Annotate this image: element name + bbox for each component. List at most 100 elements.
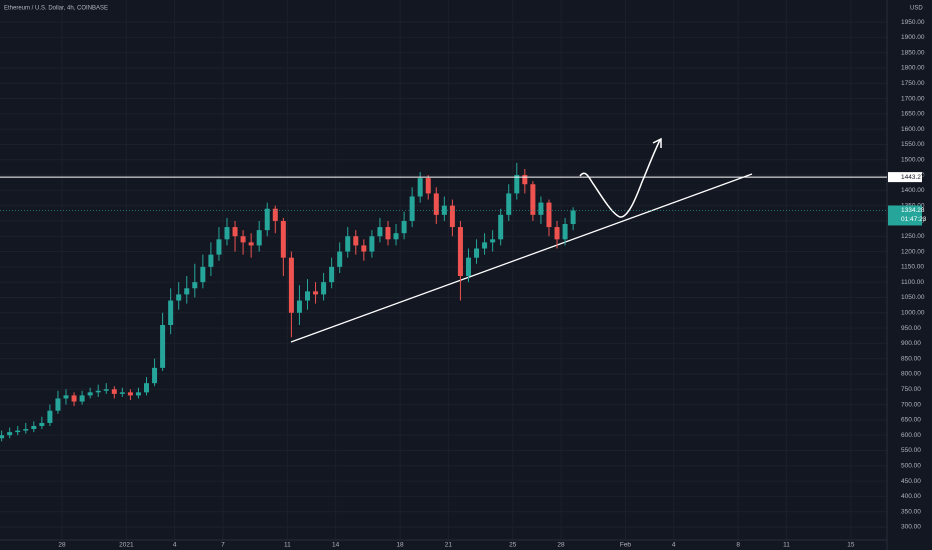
candle-body	[7, 432, 13, 436]
candle-body	[280, 220, 286, 258]
y-tick-label: 850.00	[901, 355, 921, 362]
countdown: 01:47:23	[901, 216, 927, 223]
candle-body	[546, 202, 552, 228]
candle-body	[272, 208, 278, 221]
candle-body	[498, 214, 504, 240]
y-tick-label: 350.00	[901, 508, 921, 515]
candle-body	[296, 300, 302, 313]
last-price-box	[888, 205, 922, 226]
candle-body	[369, 236, 375, 252]
candle-body	[409, 196, 415, 221]
candle-body	[457, 227, 463, 277]
candle-body	[482, 242, 488, 249]
x-tick-label: 21	[445, 542, 453, 549]
candle-body	[47, 410, 53, 423]
y-tick-label: 1500.00	[901, 156, 925, 163]
y-tick-label: 700.00	[901, 401, 921, 408]
candle-body	[313, 291, 319, 295]
y-tick-label: 1600.00	[901, 126, 925, 133]
candle-body	[256, 230, 262, 246]
x-tick-label: 28	[58, 542, 66, 549]
candle-body	[538, 202, 544, 215]
candle-body	[385, 227, 391, 240]
x-tick-label: 25	[509, 542, 517, 549]
candle-body	[248, 242, 254, 246]
candle-body	[200, 266, 206, 283]
candle-body	[119, 392, 125, 394]
y-tick-label: 400.00	[901, 493, 921, 500]
y-tick-label: 300.00	[901, 524, 921, 531]
candle-body	[417, 178, 423, 197]
candle-body	[208, 254, 214, 267]
x-tick-label: 15	[847, 542, 855, 549]
candle-body	[103, 389, 109, 391]
candle-body	[570, 210, 576, 225]
candle-body	[168, 300, 174, 326]
y-tick-label: 900.00	[901, 340, 921, 347]
candle-body	[160, 325, 166, 368]
candle-body	[288, 257, 294, 313]
y-tick-label: 1750.00	[901, 80, 925, 87]
candle-body	[240, 236, 246, 243]
projection-arrow	[652, 137, 662, 148]
y-tick-label: 1000.00	[901, 309, 925, 316]
y-tick-label: 550.00	[901, 447, 921, 454]
y-tick-label: 950.00	[901, 325, 921, 332]
candle-body	[345, 236, 351, 252]
candle-body	[144, 383, 150, 393]
candle-body	[184, 288, 190, 295]
candle-body	[562, 224, 568, 240]
y-tick-label: 800.00	[901, 371, 921, 378]
candle-body	[514, 175, 520, 194]
candle-body	[111, 389, 117, 394]
candle-body	[63, 395, 69, 399]
x-tick-label: 4	[672, 542, 676, 549]
x-tick-label: Feb	[620, 542, 632, 549]
x-tick-label: 28	[557, 542, 565, 549]
candle-body	[474, 248, 480, 258]
candle-body	[465, 257, 471, 277]
x-tick-label: 11	[783, 542, 790, 549]
y-tick-label: 650.00	[901, 417, 921, 424]
y-tick-label: 1050.00	[901, 294, 925, 301]
y-tick-label: 1950.00	[901, 19, 925, 26]
candle-body	[393, 233, 399, 240]
candle-body	[401, 220, 407, 234]
candle-body	[304, 291, 310, 301]
currency: USD	[910, 6, 923, 12]
x-tick-label: 2021	[119, 542, 134, 549]
candle-body	[224, 227, 230, 240]
candle-body	[87, 392, 93, 396]
y-tick-label: 1850.00	[901, 49, 925, 56]
candle-body	[337, 251, 343, 267]
candle-body	[554, 227, 560, 240]
candle-body	[15, 430, 21, 433]
candle-body	[377, 227, 383, 237]
candle-body	[361, 245, 367, 252]
y-tick-label: 1650.00	[901, 111, 925, 118]
candle-body	[71, 395, 77, 402]
y-tick-label: 450.00	[901, 478, 921, 485]
y-tick-label: 1700.00	[901, 95, 925, 102]
chart-title: Ethereum / U.S. Dollar, 4h, COINBASE	[4, 6, 108, 12]
candle-body	[490, 239, 496, 243]
candle-body	[135, 392, 141, 396]
candle-body	[31, 426, 37, 430]
candle-body	[152, 367, 158, 384]
last-price-label: 1334.28	[901, 207, 925, 214]
x-tick-label: 18	[396, 542, 404, 549]
candle-body	[264, 208, 270, 231]
y-tick-label: 1150.00	[901, 264, 924, 271]
candle-body	[506, 193, 512, 215]
candle-body	[425, 178, 431, 194]
candle-body	[127, 392, 133, 396]
candle-body	[530, 184, 536, 215]
x-tick-label: 14	[332, 542, 340, 549]
x-tick-label: 4	[173, 542, 177, 549]
x-tick-label: 8	[736, 542, 740, 549]
candle-body	[176, 294, 182, 301]
candle-body	[192, 282, 198, 289]
y-tick-label: 1250.00	[901, 233, 925, 240]
